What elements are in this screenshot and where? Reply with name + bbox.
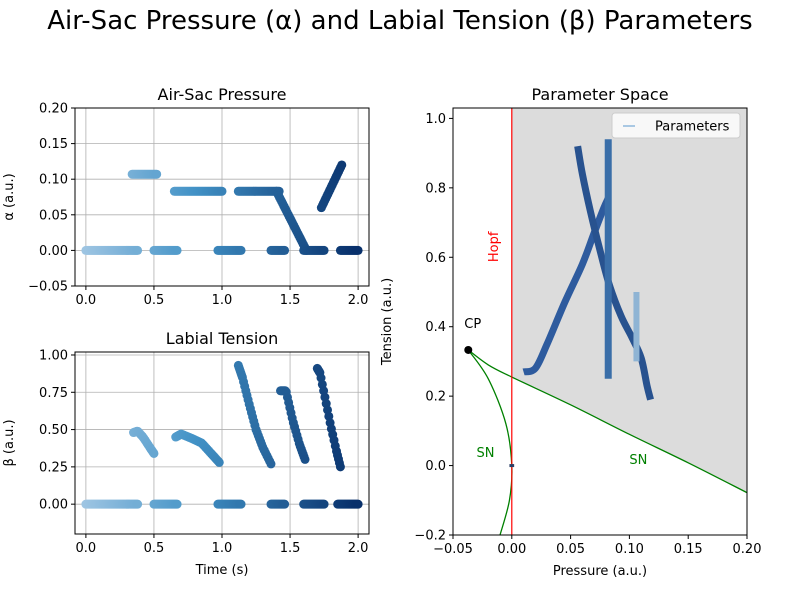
y-tick-label: 0.2 — [425, 390, 446, 405]
data-point — [133, 246, 142, 255]
x-tick-label: 2.0 — [348, 541, 369, 556]
x-tick-label: 1.0 — [212, 293, 233, 308]
y-tick-label: 1.0 — [425, 112, 446, 127]
data-point — [280, 500, 289, 509]
x-tick-label: 0.0 — [76, 541, 97, 556]
cusp-point-label: CP — [464, 317, 481, 332]
data-point — [280, 246, 289, 255]
y-tick-label: 0.15 — [39, 137, 68, 152]
data-point — [237, 500, 246, 509]
x-tick-label: 1.5 — [280, 293, 301, 308]
y-tick-label: −0.2 — [414, 529, 446, 544]
x-tick-label: 1.0 — [212, 541, 233, 556]
cusp-point-marker — [464, 346, 472, 354]
chart-parameter-space: −0.05 0.00 0.05 0.10 0.15 0.20 −0.2 0.0 0.2 0.4 0.… — [380, 85, 761, 579]
data-point — [336, 462, 345, 471]
y-tick-label: 0.75 — [39, 386, 68, 401]
data-point — [320, 500, 329, 509]
data-point — [149, 449, 158, 458]
y-tick-label: 0.25 — [39, 460, 68, 475]
saddle-node-label-right: SN — [629, 453, 647, 468]
x-tick-label: −0.05 — [433, 542, 473, 557]
data-point — [133, 500, 142, 509]
data-point — [337, 160, 346, 169]
y-tick-label: 0.8 — [425, 181, 446, 196]
saddle-node-curve-lower — [468, 350, 512, 535]
chart-title: Parameter Space — [531, 85, 668, 104]
y-tick-label: 0.20 — [39, 102, 68, 117]
y-tick-label: 0.10 — [39, 173, 68, 188]
data-point — [173, 500, 182, 509]
y-tick-label: 0.0 — [425, 459, 446, 474]
data-point — [215, 458, 224, 467]
data-point — [267, 459, 276, 468]
x-tick-label: 0.05 — [556, 542, 585, 557]
y-tick-label: 1.00 — [39, 348, 68, 363]
data-point — [237, 246, 246, 255]
y-tick-label: −0.05 — [28, 280, 68, 295]
y-axis-label: α (a.u.) — [2, 173, 17, 220]
x-tick-label: 0.20 — [733, 542, 762, 557]
legend: Parameters — [612, 113, 740, 138]
x-tick-label: 0.00 — [497, 542, 526, 557]
data-point — [218, 187, 227, 196]
y-tick-label: 0.6 — [425, 251, 446, 266]
x-tick-label: 1.5 — [280, 541, 301, 556]
data-point — [354, 246, 363, 255]
legend-entry-parameters: Parameters — [655, 120, 730, 135]
x-tick-label: 2.0 — [348, 293, 369, 308]
data-point — [301, 455, 310, 464]
y-tick-label: 0.4 — [425, 320, 446, 335]
x-tick-label: 0.0 — [76, 293, 97, 308]
y-tick-label: 0.50 — [39, 423, 68, 438]
chart-title: Labial Tension — [166, 329, 278, 348]
y-axis-label: Tension (a.u.) — [380, 278, 395, 366]
data-point — [173, 246, 182, 255]
x-tick-label: 0.5 — [144, 541, 165, 556]
y-axis-label: β (a.u.) — [2, 419, 17, 466]
data-point — [354, 500, 363, 509]
saddle-node-label-left: SN — [477, 446, 495, 461]
chart-labial-tension: 0.0 0.5 1.0 1.5 2.0 0.00 0.25 0.50 0.75 1.00 Labi… — [2, 329, 369, 578]
x-tick-label: 0.5 — [144, 293, 165, 308]
data-point — [320, 246, 329, 255]
x-axis-label: Pressure (a.u.) — [553, 564, 647, 579]
data-point — [152, 170, 161, 179]
x-tick-label: 0.10 — [615, 542, 644, 557]
x-axis-label: Time (s) — [195, 563, 249, 578]
chart-title: Air-Sac Pressure — [158, 85, 287, 104]
x-tick-label: 0.15 — [674, 542, 703, 557]
y-tick-label: 0.05 — [39, 208, 68, 223]
y-tick-label: 0.00 — [39, 498, 68, 513]
chart-air-sac-pressure: 0.0 0.5 1.0 1.5 2.0 −0.05 0.00 0.05 0.10 0.15 0.20… — [2, 85, 369, 308]
hopf-label: Hopf — [487, 231, 502, 262]
y-tick-label: 0.00 — [39, 244, 68, 259]
